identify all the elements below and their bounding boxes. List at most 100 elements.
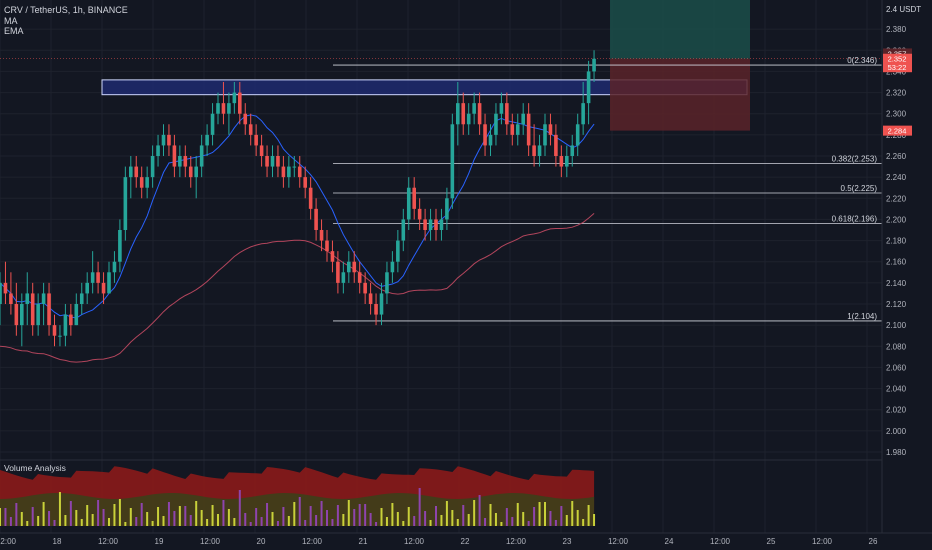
volume-bar bbox=[336, 505, 339, 526]
fib-label: 0(2.346) bbox=[847, 56, 877, 65]
symbol-title[interactable]: CRV / TetherUS, 1h, BINANCE bbox=[4, 5, 128, 15]
price-tick: 2.080 bbox=[886, 342, 907, 351]
volume-bar bbox=[162, 516, 165, 526]
candle-body bbox=[238, 92, 242, 114]
candle-body bbox=[199, 145, 204, 167]
candle-body bbox=[450, 124, 455, 199]
volume-bar bbox=[413, 516, 416, 526]
stop-zone bbox=[610, 58, 750, 131]
volume-bar bbox=[576, 510, 579, 526]
volume-bar bbox=[37, 516, 40, 526]
volume-bar bbox=[184, 506, 187, 526]
candle-body bbox=[456, 103, 460, 125]
candle-body bbox=[188, 166, 193, 178]
fib-label: 0.618(2.196) bbox=[832, 215, 878, 224]
candle-body bbox=[347, 261, 351, 273]
volume-analysis-label[interactable]: Volume Analysis bbox=[4, 463, 66, 473]
volume-bar bbox=[456, 519, 459, 526]
volume-bar bbox=[42, 502, 45, 526]
volume-bar bbox=[20, 512, 23, 526]
candle-body bbox=[515, 124, 520, 135]
ma-line bbox=[0, 114, 595, 319]
candle-body bbox=[254, 134, 258, 146]
price-tag bbox=[883, 53, 912, 64]
currency-label: 2.4 USDT bbox=[886, 5, 921, 14]
candle-body bbox=[521, 113, 525, 125]
candle-body bbox=[243, 113, 248, 125]
candle-body bbox=[129, 166, 133, 178]
volume-bar bbox=[500, 522, 503, 526]
time-label: 12:00 bbox=[404, 537, 425, 546]
volume-bar bbox=[266, 503, 269, 526]
volume-bar bbox=[124, 522, 127, 526]
volume-bar bbox=[347, 500, 350, 526]
candle-body bbox=[559, 156, 564, 167]
candle-body bbox=[406, 187, 411, 220]
candle-body bbox=[483, 124, 487, 146]
volume-bar bbox=[538, 502, 541, 526]
candle-body bbox=[123, 177, 128, 230]
candle-body bbox=[526, 113, 531, 146]
candle-body bbox=[292, 166, 297, 168]
candle-body bbox=[47, 293, 51, 326]
volume-bar bbox=[113, 504, 116, 526]
candle-body bbox=[570, 145, 575, 156]
candle-body bbox=[69, 314, 73, 326]
volume-bar bbox=[108, 518, 110, 526]
volume-bar bbox=[565, 515, 568, 526]
volume-bar bbox=[298, 497, 301, 526]
volume-bar bbox=[118, 499, 121, 526]
ema-indicator-label[interactable]: EMA bbox=[4, 26, 24, 36]
candle-body bbox=[101, 282, 106, 294]
candle-body bbox=[90, 272, 95, 283]
volume-bar bbox=[385, 517, 388, 526]
candle-body bbox=[248, 124, 253, 135]
candles bbox=[0, 50, 596, 347]
price-tick: 2.100 bbox=[886, 321, 907, 330]
volume-bar bbox=[326, 510, 328, 526]
price-tick: 2.140 bbox=[886, 279, 907, 288]
volume-bar bbox=[369, 513, 372, 526]
candle-body bbox=[319, 230, 324, 241]
axis-bg bbox=[882, 0, 932, 550]
price-tick: 2.380 bbox=[886, 25, 907, 34]
volume-bar bbox=[129, 508, 132, 526]
volume-bar bbox=[587, 505, 590, 526]
ma-indicator-label[interactable]: MA bbox=[4, 15, 18, 26]
price-tick: 2.060 bbox=[886, 363, 907, 372]
time-label: 22 bbox=[461, 537, 470, 546]
candle-body bbox=[107, 272, 111, 294]
candle-body bbox=[270, 156, 275, 167]
candle-body bbox=[537, 145, 542, 156]
price-tick: 2.040 bbox=[886, 385, 907, 394]
candle-body bbox=[314, 208, 318, 230]
volume-bar bbox=[80, 519, 83, 526]
candle-body bbox=[565, 156, 569, 167]
candle-body bbox=[466, 113, 471, 125]
candle-body bbox=[134, 166, 139, 178]
time-label: 26 bbox=[869, 537, 878, 546]
time-label: 12:00 bbox=[200, 537, 221, 546]
volume-bar bbox=[380, 508, 383, 526]
volume-bar bbox=[571, 501, 574, 526]
candle-body bbox=[205, 134, 209, 146]
price-tag-text: 53:22 bbox=[888, 63, 907, 72]
volume-bar bbox=[135, 517, 138, 526]
price-tag bbox=[883, 125, 912, 136]
price-tick: 2.180 bbox=[886, 237, 907, 246]
candle-body bbox=[150, 156, 155, 178]
volume-bar bbox=[424, 511, 427, 526]
volume-bar bbox=[304, 520, 307, 526]
ema-line bbox=[0, 213, 595, 363]
volume-bar bbox=[462, 505, 465, 526]
time-label: 24 bbox=[665, 537, 674, 546]
candle-body bbox=[336, 261, 340, 283]
volume-bar bbox=[418, 488, 421, 526]
price-tick: 2.220 bbox=[886, 194, 907, 203]
volume-bar bbox=[211, 505, 214, 526]
volume-bar bbox=[58, 492, 61, 526]
candle-body bbox=[194, 166, 198, 178]
candle-body bbox=[139, 177, 144, 188]
candle-body bbox=[532, 145, 536, 156]
